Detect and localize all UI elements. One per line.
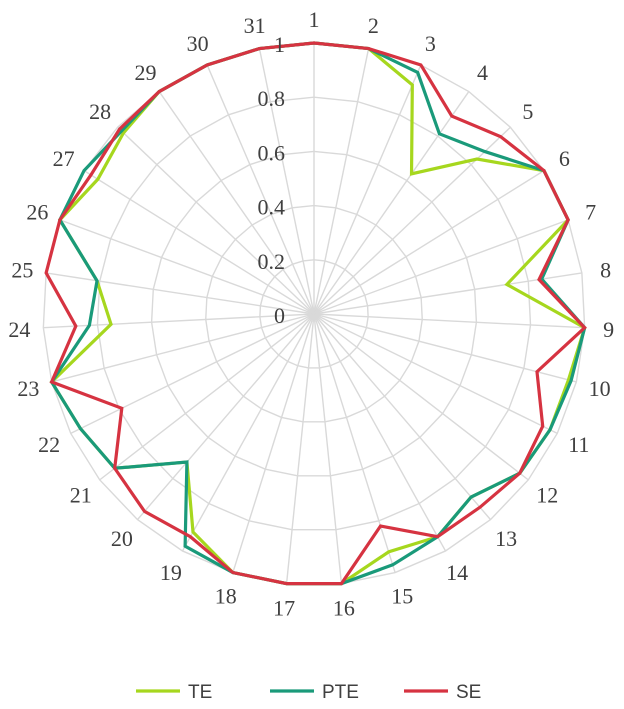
- series-layer: [44, 41, 587, 586]
- category-label: 8: [600, 257, 611, 282]
- grid-spoke: [70, 313, 315, 434]
- category-label: 2: [368, 13, 379, 38]
- category-label: 5: [522, 99, 533, 124]
- category-label: 12: [536, 483, 558, 508]
- grid-spoke: [99, 313, 315, 481]
- category-label: 22: [38, 432, 60, 457]
- category-label: 11: [568, 432, 589, 457]
- radial-tick-labels: 0 0.2 0.4 0.6 0.8 1: [258, 32, 286, 328]
- category-label: 21: [70, 483, 92, 508]
- legend-label-pte: PTE: [322, 682, 359, 703]
- grid-spoke: [313, 91, 470, 315]
- grid-spoke: [206, 64, 315, 315]
- radial-tick-label: 0.2: [258, 249, 286, 274]
- category-label: 19: [160, 560, 182, 585]
- grid-spoke: [59, 219, 315, 315]
- grid-ring: [259, 259, 369, 369]
- category-label: 6: [559, 146, 570, 171]
- grid-spoke: [51, 313, 315, 383]
- radial-tick-label: 1: [274, 32, 285, 57]
- grid-spoke: [313, 313, 529, 481]
- category-label: 29: [134, 60, 156, 85]
- category-label: 9: [603, 317, 614, 342]
- category-label: 1: [309, 7, 320, 32]
- legend-label-se: SE: [456, 682, 481, 703]
- grid-spoke: [158, 91, 315, 315]
- category-label: 20: [111, 526, 133, 551]
- category-label: 16: [333, 595, 355, 620]
- grid-spoke: [313, 313, 396, 573]
- category-label: 30: [187, 31, 209, 56]
- grid-spoke: [313, 170, 545, 315]
- grid-spoke: [232, 313, 315, 573]
- grid-ring: [150, 150, 478, 477]
- category-label: 15: [391, 583, 413, 608]
- grid-spoke: [313, 313, 492, 521]
- category-label: 25: [11, 257, 33, 282]
- grid-spoke: [258, 48, 315, 315]
- grid-spoke: [313, 219, 569, 315]
- grid-spoke: [313, 313, 577, 383]
- grid-spoke: [313, 313, 585, 329]
- category-label: 27: [53, 146, 75, 171]
- radial-tick-label: 0: [274, 303, 285, 328]
- category-labels: 1 234567891011121314151617181920212223242…: [8, 7, 614, 620]
- radial-tick-label: 0.4: [258, 195, 286, 220]
- legend-label-te: TE: [188, 682, 212, 703]
- radial-tick-label: 0.6: [258, 140, 286, 165]
- grid-spoke: [313, 313, 558, 434]
- radial-tick-label: 0.8: [258, 86, 286, 111]
- grid-spoke: [313, 64, 422, 315]
- grid-spoke: [46, 272, 315, 315]
- grid-spoke: [285, 313, 315, 584]
- category-label: 4: [477, 60, 488, 85]
- category-label: 26: [26, 200, 48, 225]
- series-line-se: [44, 41, 587, 586]
- grid-spoke: [313, 48, 370, 315]
- category-label: 14: [446, 560, 468, 585]
- grid-spoke: [117, 126, 315, 315]
- grid-spoke: [313, 313, 343, 584]
- grid-spoke: [136, 313, 315, 521]
- category-label: 23: [17, 376, 39, 401]
- grid-spoke: [313, 313, 447, 552]
- grid-spoke: [83, 170, 315, 315]
- category-label: 28: [89, 99, 111, 124]
- category-label: 17: [273, 595, 295, 620]
- category-label: 13: [495, 526, 517, 551]
- category-label: 3: [425, 31, 436, 56]
- grid-ring: [96, 96, 532, 531]
- grid-ring: [205, 204, 423, 423]
- category-label: 31: [244, 13, 266, 38]
- grid-spoke: [181, 313, 315, 552]
- category-label: 24: [8, 317, 30, 342]
- category-label: 7: [585, 200, 596, 225]
- category-label: 18: [215, 583, 237, 608]
- category-label: 10: [589, 376, 611, 401]
- legend: TE PTE SE: [136, 682, 481, 703]
